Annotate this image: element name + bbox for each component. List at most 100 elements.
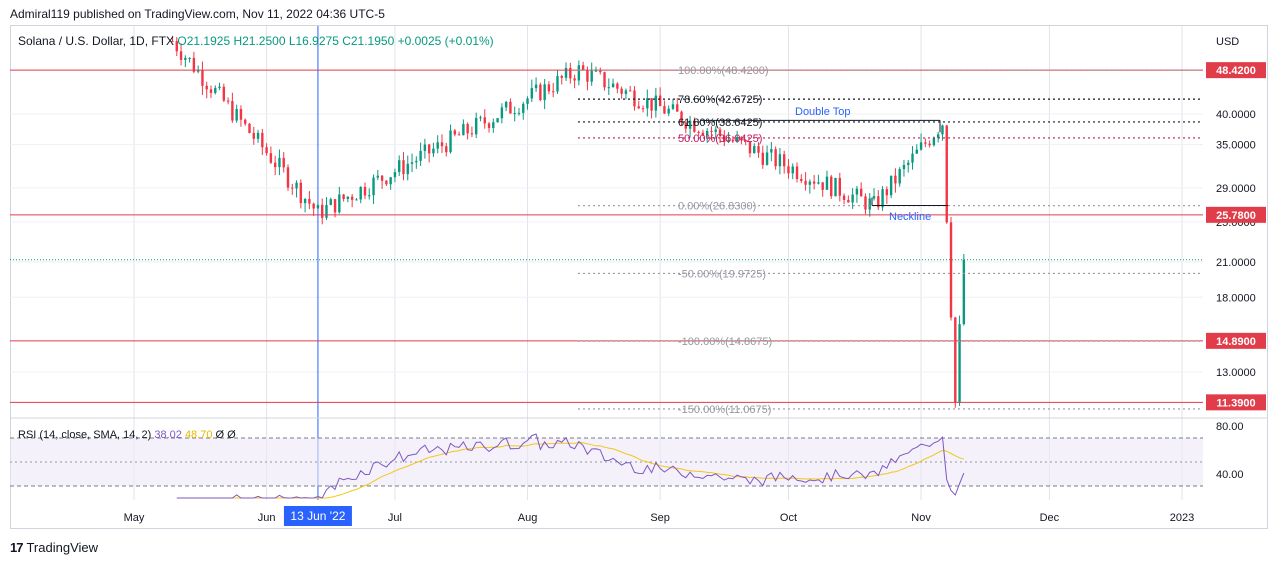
candle-body (239, 108, 243, 120)
candle-body (346, 196, 350, 199)
fib-level-label: 100.00%(48.4200) (678, 65, 769, 77)
fib-level-label: -150.00%(11.0675) (678, 404, 771, 416)
rsi-extra: Ø Ø (215, 429, 236, 441)
candle-body (658, 95, 662, 107)
currency-label: USD (1216, 36, 1239, 48)
candle-body (188, 57, 191, 59)
ohlc-values: O21.1925 H21.2500 L16.9275 C21.1950 +0.0… (177, 34, 494, 48)
candle-body (269, 153, 273, 163)
price-tick-label: 21.0000 (1216, 257, 1256, 269)
candle-body (787, 166, 790, 174)
candle-body (932, 137, 936, 146)
candle-body (907, 162, 910, 165)
candle-body (778, 154, 782, 167)
candle-body (171, 40, 174, 42)
candle-body (218, 86, 221, 88)
fib-level-label: 50.00%(36.0425) (678, 133, 762, 145)
candle-body (962, 259, 966, 325)
candle-body (419, 150, 422, 161)
candle-body (500, 107, 504, 119)
candle-body (256, 132, 260, 139)
candle-body (757, 146, 760, 153)
level-price-label: 48.4200 (1216, 65, 1256, 77)
candle-body (735, 137, 739, 141)
publish-header: Admiral119 published on TradingView.com,… (10, 7, 385, 21)
candle-body (624, 90, 628, 94)
candle-body (748, 141, 752, 154)
candle-body (958, 324, 961, 403)
candle-body (393, 172, 397, 178)
candle-body (423, 144, 427, 151)
candle-body (594, 70, 598, 72)
candle-body (872, 196, 876, 199)
candle-body (911, 153, 914, 163)
candle-body (603, 72, 606, 88)
candle-body (646, 98, 649, 109)
candle-body (543, 84, 546, 101)
candle-body (449, 130, 452, 153)
candle-body (851, 194, 854, 203)
candle-body (744, 140, 747, 142)
candle-body (949, 222, 953, 318)
candle-body (539, 84, 542, 101)
candle-body (530, 88, 534, 99)
price-tick-label: 29.0000 (1216, 183, 1256, 195)
candle-body (295, 182, 298, 189)
candle-body (817, 182, 820, 184)
tradingview-logo-icon: 17 (10, 540, 24, 555)
candle-body (487, 123, 491, 129)
candle-body (231, 101, 234, 121)
candle-body (299, 182, 303, 204)
candle-body (325, 204, 328, 218)
candle-body (705, 130, 709, 136)
time-axis-label: Nov (911, 512, 931, 524)
level-price-label: 25.7800 (1216, 210, 1256, 222)
candle-body (765, 152, 769, 165)
candle-body (308, 198, 311, 204)
candle-body (650, 98, 653, 111)
candle-body (192, 57, 196, 72)
candle-body (363, 186, 367, 196)
level-price-tag (1206, 394, 1266, 411)
candle-body (701, 132, 705, 136)
candle-body (350, 196, 354, 200)
level-price-label: 14.8900 (1216, 336, 1256, 348)
candle-body (453, 130, 457, 135)
candle-body (547, 84, 551, 92)
candle-body (599, 70, 602, 73)
candle-body (432, 148, 435, 154)
candle-body (483, 117, 486, 124)
candle-body (868, 198, 871, 210)
time-axis-label: 2023 (1170, 512, 1194, 524)
candle-body (440, 142, 444, 147)
candle-body (945, 125, 948, 223)
candle-body (196, 70, 200, 72)
candle-body (881, 189, 884, 208)
candle-body (475, 118, 478, 135)
candle-body (590, 70, 593, 82)
candle-body (924, 142, 927, 144)
candle-body (355, 199, 358, 201)
price-tick-label: 40.0000 (1216, 109, 1256, 121)
candle-body (718, 129, 722, 136)
candle-body (222, 86, 226, 101)
candle-body (573, 78, 576, 81)
fib-level-label: -50.00%(19.9725) (678, 268, 766, 280)
candle-body (316, 204, 320, 209)
candle-body (804, 180, 807, 185)
candle-body (466, 124, 469, 134)
candle-body (333, 199, 337, 213)
footer-brand[interactable]: 17 TradingView (10, 540, 98, 555)
cursor-date-label: 13 Jun '22 (290, 509, 345, 523)
candle-body (380, 175, 384, 181)
candle-body (586, 69, 589, 82)
candle-body (526, 98, 529, 104)
candle-body (684, 122, 688, 129)
candle-body (693, 120, 696, 132)
double-top-annotation: Double Top (795, 106, 850, 118)
fib-level-label: 61.80%(38.6425) (678, 117, 762, 129)
candle-body (278, 157, 281, 168)
candle-body (688, 120, 692, 129)
candle-body (637, 106, 640, 109)
